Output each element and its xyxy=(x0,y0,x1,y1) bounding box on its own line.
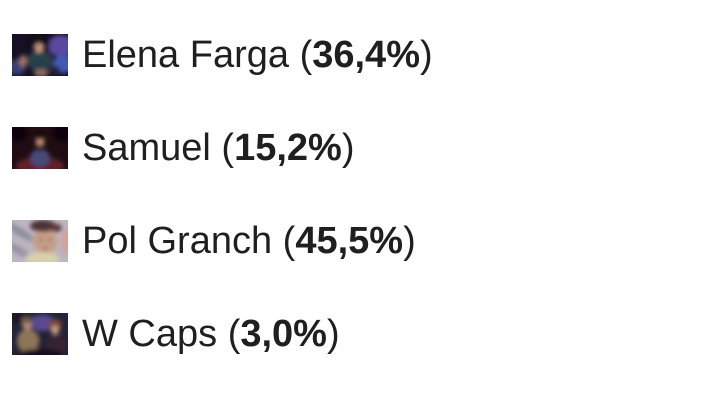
contestant-name: Samuel xyxy=(82,127,211,169)
percent-value: 36,4% xyxy=(312,34,420,76)
elena-farga-photo-thumbnail xyxy=(12,34,68,76)
open-paren: ( xyxy=(217,313,241,355)
poll-option-label: Elena Farga (36,4%) xyxy=(82,34,433,76)
percent-value: 45,5% xyxy=(295,220,404,262)
contestant-name: Elena Farga xyxy=(82,34,290,76)
poll-option-label: Samuel (15,2%) xyxy=(82,127,354,169)
close-paren: ) xyxy=(326,313,340,355)
close-paren: ) xyxy=(403,220,416,262)
open-paren: ( xyxy=(289,34,313,76)
pol-granch-photo-thumbnail xyxy=(12,220,68,262)
poll-option-row: Elena Farga (36,4%) xyxy=(12,34,728,76)
percent-value: 3,0% xyxy=(240,313,327,355)
contestant-name: W Caps xyxy=(82,313,218,355)
poll-option-label: Pol Granch (45,5%) xyxy=(82,220,416,262)
close-paren: ) xyxy=(419,34,433,76)
close-paren: ) xyxy=(341,127,355,169)
poll-option-row: W Caps (3,0%) xyxy=(12,313,728,355)
percent-value: 15,2% xyxy=(234,127,342,169)
contestant-name: Pol Granch xyxy=(82,220,273,262)
poll-options-list: Elena Farga (36,4%) Samuel (15,2%) xyxy=(12,34,728,355)
poll-option-label: W Caps (3,0%) xyxy=(82,313,340,355)
poll-option-row: Samuel (15,2%) xyxy=(12,127,728,169)
open-paren: ( xyxy=(210,127,235,169)
poll-option-row: Pol Granch (45,5%) xyxy=(12,220,728,262)
w-caps-photo-thumbnail xyxy=(12,313,68,355)
open-paren: ( xyxy=(272,220,296,262)
samuel-photo-thumbnail xyxy=(12,127,68,169)
